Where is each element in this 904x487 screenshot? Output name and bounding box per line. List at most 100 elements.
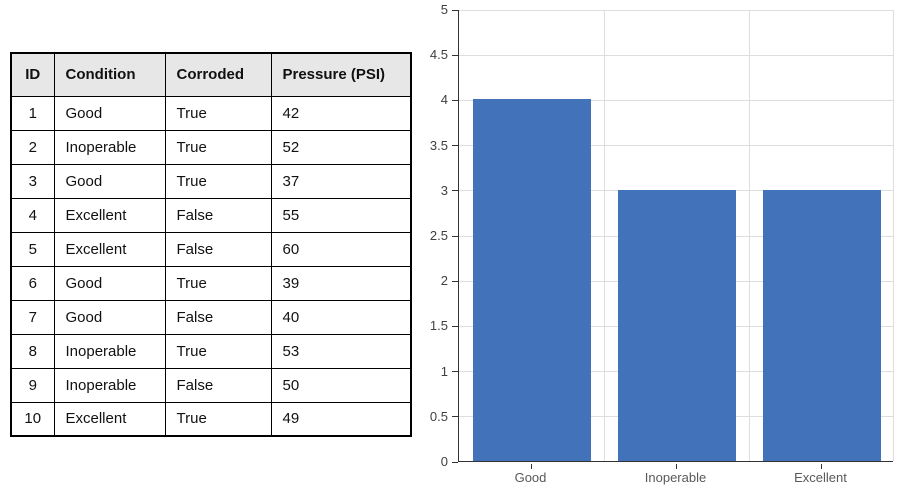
column-header-corroded: Corroded [164, 52, 272, 97]
cell: 55 [270, 197, 412, 233]
cell: 10 [10, 401, 55, 437]
y-tick-mark [452, 325, 458, 327]
y-tick-label: 0 [440, 454, 448, 469]
cell: 49 [270, 401, 412, 437]
y-tick-label: 5 [440, 2, 448, 17]
table-row: 5 Excellent False 60 [10, 231, 412, 267]
cell: True [164, 163, 272, 199]
y-tick-label: 3.5 [429, 137, 448, 153]
y-tick-mark [452, 280, 458, 282]
table-row: 10 Excellent True 49 [10, 401, 412, 437]
y-tick-label: 4.5 [429, 47, 448, 63]
cell: 40 [270, 299, 412, 335]
cell: Inoperable [53, 129, 166, 165]
x-tick-mark [820, 463, 822, 469]
pipe-table: ID Condition Corroded Pressure (PSI) 1 Good T… [10, 52, 412, 437]
x-tick-mark [675, 463, 677, 469]
cell: False [164, 367, 272, 403]
cell: True [164, 265, 272, 301]
cell: 2 [10, 129, 55, 165]
table-row: 2 Inoperable True 52 [10, 129, 412, 165]
bar-good [472, 99, 591, 461]
bar-excellent [762, 189, 881, 461]
cell: True [164, 95, 272, 131]
cell: Excellent [53, 197, 166, 233]
column-header-condition: Condition [53, 52, 166, 97]
cell: True [164, 129, 272, 165]
bar-inoperable [617, 189, 736, 461]
cell: Good [53, 95, 166, 131]
gridline-v [603, 10, 605, 461]
y-tick-label: 3 [440, 182, 448, 198]
cell: 1 [10, 95, 55, 131]
cell: 53 [270, 333, 412, 369]
chart-plot [458, 9, 894, 462]
cell: 9 [10, 367, 55, 403]
y-tick-mark [452, 190, 458, 192]
y-tick-mark [452, 54, 458, 56]
x-category-label: Good [514, 470, 547, 485]
cell: False [164, 197, 272, 233]
x-category-label: Excellent [794, 470, 847, 485]
cell: 6 [10, 265, 55, 301]
gridline-h [459, 99, 893, 101]
header-row: ID Condition Corroded Pressure (PSI) [10, 52, 412, 97]
table-row: 6 Good True 39 [10, 265, 412, 301]
table-container: ID Condition Corroded Pressure (PSI) 1 Good T… [10, 52, 412, 437]
cell: False [164, 299, 272, 335]
cell: 5 [10, 231, 55, 267]
table-row: 9 Inoperable False 50 [10, 367, 412, 403]
y-tick-label: 4 [440, 92, 448, 108]
cell: Inoperable [53, 367, 166, 403]
cell: 8 [10, 333, 55, 369]
cell: Inoperable [53, 333, 166, 369]
table-row: 1 Good True 42 [10, 95, 412, 131]
y-tick-label: 2.5 [429, 228, 448, 243]
cell: Good [53, 265, 166, 301]
cell: 3 [10, 163, 55, 199]
y-tick-mark [452, 9, 458, 11]
bar-chart: 0 0.5 1 1.5 2 2.5 3 3.5 4 4.5 5 Good Inoperable Excel… [410, 0, 904, 487]
cell: Excellent [53, 231, 166, 267]
table-head: ID Condition Corroded Pressure (PSI) [10, 52, 412, 97]
y-tick-mark [452, 145, 458, 147]
x-tick-mark [530, 463, 532, 469]
y-tick-mark [452, 371, 458, 373]
table-row: 4 Excellent False 55 [10, 197, 412, 233]
y-tick-label: 2 [440, 273, 448, 289]
y-tick-label: 0.5 [429, 408, 448, 424]
gridline-h [459, 145, 893, 147]
gridline-h [459, 54, 893, 56]
table-row: 3 Good True 37 [10, 163, 412, 199]
cell: True [164, 401, 272, 437]
column-header-pressure-psi: Pressure (PSI) [270, 52, 412, 97]
cell: True [164, 333, 272, 369]
cell: Excellent [53, 401, 166, 437]
cell: 39 [270, 265, 412, 301]
table-row: 7 Good False 40 [10, 299, 412, 335]
y-tick-mark [452, 461, 458, 463]
cell: False [164, 231, 272, 267]
cell: Good [53, 299, 166, 335]
cell: 42 [270, 95, 412, 131]
y-tick-mark [452, 99, 458, 101]
cell: 7 [10, 299, 55, 335]
cell: 37 [270, 163, 412, 199]
gridline-v [892, 10, 894, 461]
cell: 60 [270, 231, 412, 267]
table-body: 1 Good True 42 2 Inoperable True 52 3 Good True 37 4… [10, 95, 412, 437]
column-header-id: ID [10, 52, 55, 97]
cell: 50 [270, 367, 412, 403]
y-tick-label: 1.5 [429, 318, 448, 334]
gridline-v [748, 10, 750, 461]
y-tick-mark [452, 416, 458, 418]
y-tick-label: 1 [440, 363, 448, 379]
cell: 4 [10, 197, 55, 233]
cell: 52 [270, 129, 412, 165]
x-category-label: Inoperable [644, 470, 707, 485]
y-tick-mark [452, 235, 458, 237]
cell: Good [53, 163, 166, 199]
gridline-h [459, 9, 893, 11]
table-row: 8 Inoperable True 53 [10, 333, 412, 369]
